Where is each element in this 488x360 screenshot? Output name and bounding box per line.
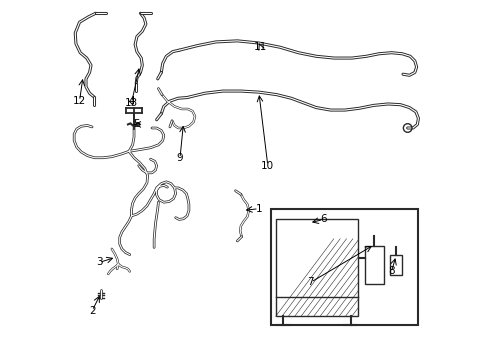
- Bar: [275, 220, 357, 316]
- Text: 8: 8: [387, 266, 394, 276]
- Text: 6: 6: [320, 215, 326, 224]
- Text: 10: 10: [261, 161, 274, 171]
- Bar: [389, 255, 402, 275]
- Text: 2: 2: [89, 306, 95, 316]
- Text: 1: 1: [255, 204, 262, 214]
- Text: 7: 7: [307, 277, 313, 287]
- Text: 4: 4: [128, 96, 135, 106]
- Text: 9: 9: [176, 153, 183, 163]
- Bar: [271, 209, 418, 325]
- Text: 13: 13: [124, 98, 138, 108]
- Text: 3: 3: [96, 257, 102, 267]
- Text: 5: 5: [133, 120, 140, 129]
- Text: 12: 12: [73, 96, 86, 106]
- Text: 11: 11: [253, 42, 267, 52]
- Bar: [364, 246, 384, 284]
